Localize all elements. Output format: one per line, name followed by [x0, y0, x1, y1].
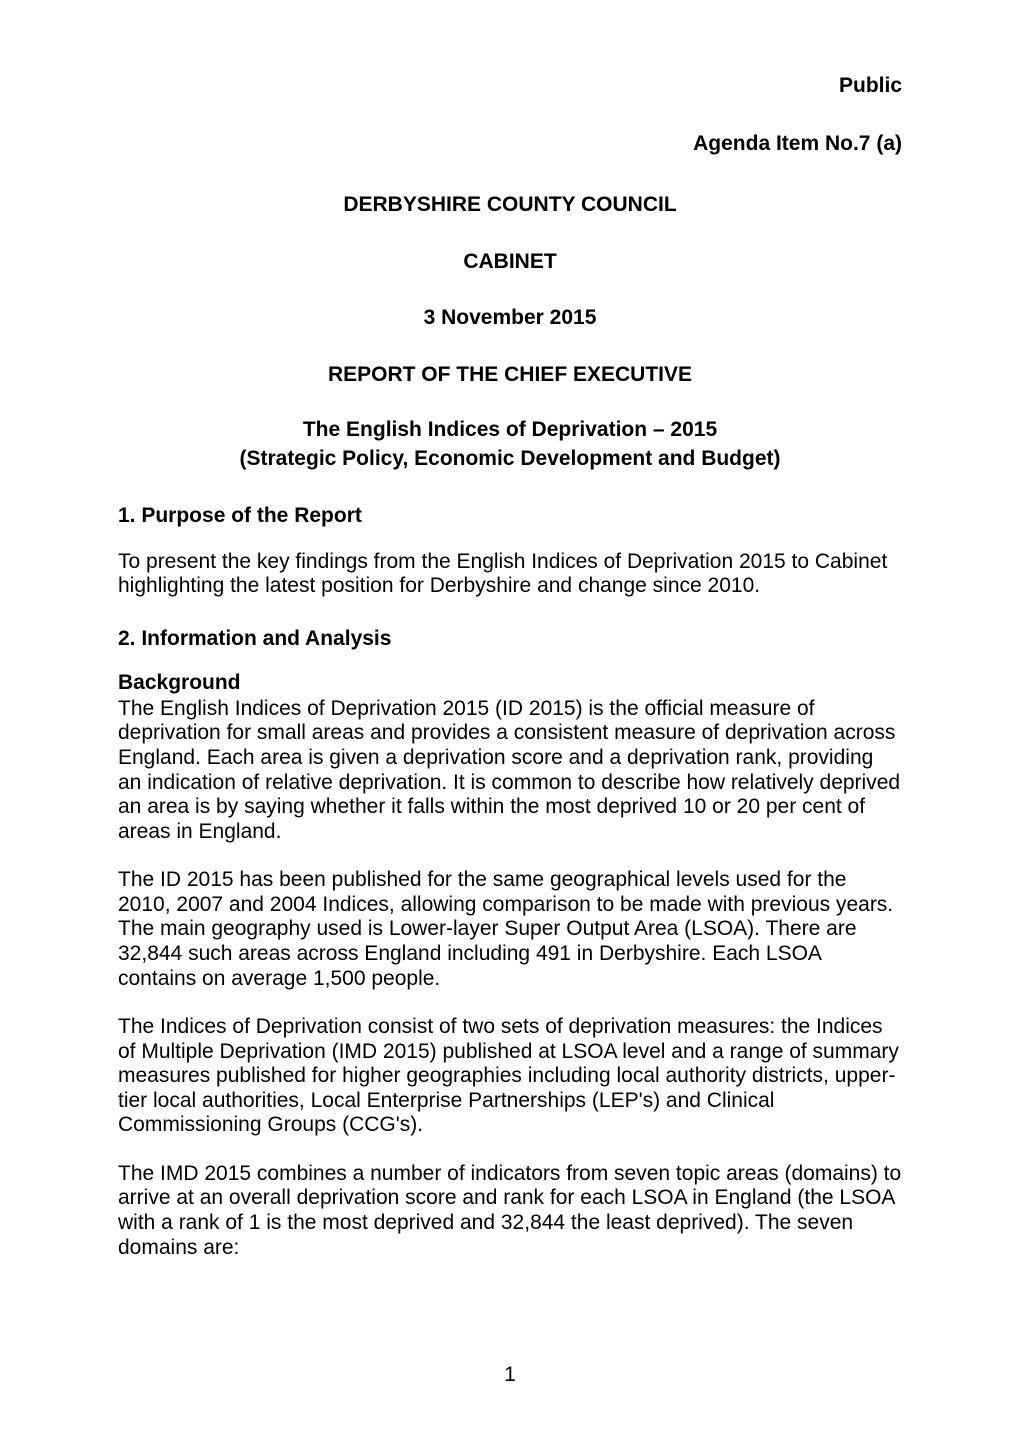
- subject-line-1: The English Indices of Deprivation – 201…: [303, 418, 717, 441]
- background-paragraph-1: The English Indices of Deprivation 2015 …: [118, 697, 902, 844]
- background-paragraph-4: The IMD 2015 combines a number of indica…: [118, 1162, 902, 1260]
- meeting-title: CABINET: [118, 246, 902, 278]
- page-number: 1: [0, 1363, 1020, 1387]
- title-block: DERBYSHIRE COUNTY COUNCIL CABINET 3 Nove…: [118, 189, 902, 390]
- page: Public Agenda Item No.7 (a) DERBYSHIRE C…: [0, 0, 1020, 1443]
- agenda-item-label: Agenda Item No.7 (a): [118, 128, 902, 160]
- background-heading: Background: [118, 671, 902, 695]
- report-of: REPORT OF THE CHIEF EXECUTIVE: [118, 359, 902, 391]
- section-1-paragraph: To present the key findings from the Eng…: [118, 550, 902, 599]
- subject-block: The English Indices of Deprivation – 201…: [118, 415, 902, 474]
- classification-label: Public: [118, 70, 902, 102]
- header-block: Public Agenda Item No.7 (a): [118, 70, 902, 159]
- subject-line-2: (Strategic Policy, Economic Development …: [239, 447, 780, 470]
- section-1-heading: 1. Purpose of the Report: [118, 504, 902, 528]
- meeting-date: 3 November 2015: [118, 302, 902, 334]
- section-2-heading: 2. Information and Analysis: [118, 627, 902, 651]
- background-paragraph-3: The Indices of Deprivation consist of tw…: [118, 1015, 902, 1138]
- background-paragraph-2: The ID 2015 has been published for the s…: [118, 868, 902, 991]
- org-title: DERBYSHIRE COUNTY COUNCIL: [118, 189, 902, 221]
